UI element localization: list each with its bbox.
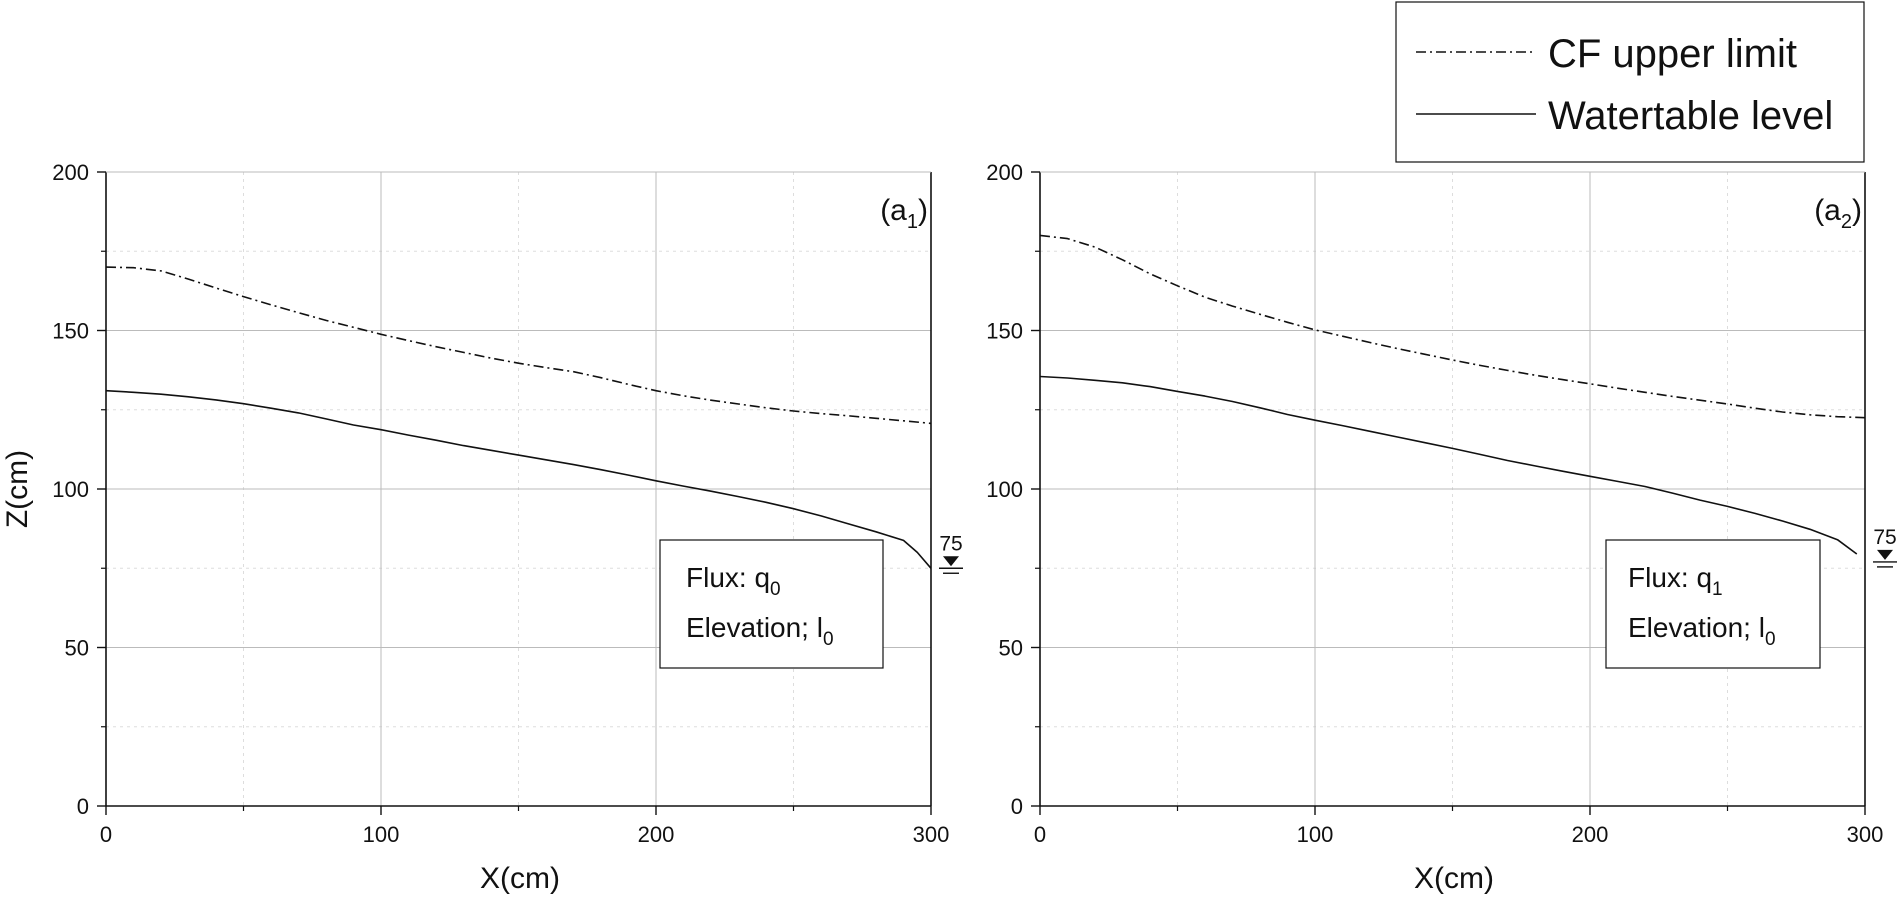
annotation-flux-a1: Flux: q0 bbox=[686, 562, 781, 600]
x-axis-title-a2: X(cm) bbox=[1414, 862, 1494, 895]
legend-label-watertable-level: Watertable level bbox=[1548, 94, 1833, 138]
cf-upper-limit-line-a1 bbox=[105, 266, 932, 425]
grid-a2 bbox=[1040, 172, 1865, 806]
water-level-triangle-icon bbox=[943, 556, 959, 567]
x-tick-label-a1: 200 bbox=[638, 822, 675, 847]
x-tick-label-a1: 100 bbox=[363, 822, 400, 847]
water-level-label-a1: 75 bbox=[939, 532, 962, 555]
y-tick-label-a1: 100 bbox=[52, 477, 89, 502]
x-tick-label-a1: 300 bbox=[913, 822, 950, 847]
y-tick-label-a1: 150 bbox=[52, 319, 89, 344]
water-level-triangle-icon bbox=[1877, 549, 1893, 560]
panel-label-a1: (a1) bbox=[880, 194, 928, 233]
grid-a1 bbox=[106, 172, 931, 806]
series-group-a2 bbox=[1039, 234, 1866, 555]
x-tick-label-a2: 300 bbox=[1847, 822, 1884, 847]
annotation-flux-a2: Flux: q1 bbox=[1628, 562, 1723, 600]
y-tick-label-a2: 150 bbox=[986, 319, 1023, 344]
y-tick-label-a2: 100 bbox=[986, 477, 1023, 502]
water-level-marker-a1: 75 bbox=[939, 532, 963, 574]
legend: CF upper limit Watertable level bbox=[1395, 1, 1865, 163]
watertable-level-line-a1 bbox=[105, 389, 932, 569]
series-group-a1 bbox=[105, 266, 932, 569]
annotation-elevation-a1: Elevation; l0 bbox=[686, 612, 834, 650]
x-tick-label-a1: 0 bbox=[100, 822, 112, 847]
cf-upper-limit-line-a2 bbox=[1039, 234, 1866, 419]
y-axis-title-a1: Z(cm) bbox=[1, 450, 34, 528]
y-tick-label-a2: 0 bbox=[1011, 794, 1023, 819]
axes-a2: 0 100 200 300 0 50 100 150 200 bbox=[986, 160, 1883, 847]
x-tick-label-a2: 200 bbox=[1572, 822, 1609, 847]
water-level-label-a2: 75 bbox=[1873, 526, 1896, 549]
panel-label-a2: (a2) bbox=[1814, 194, 1862, 233]
annotation-elevation-a2: Elevation; l0 bbox=[1628, 612, 1776, 650]
legend-label-cf-upper-limit: CF upper limit bbox=[1548, 32, 1797, 76]
annotation-box-a2: Flux: q1 Elevation; l0 bbox=[1605, 539, 1821, 669]
y-tick-label-a1: 200 bbox=[52, 160, 89, 185]
y-tick-label-a2: 200 bbox=[986, 160, 1023, 185]
y-tick-label-a2: 50 bbox=[999, 636, 1023, 661]
annotation-box-a1: Flux: q0 Elevation; l0 bbox=[659, 539, 884, 669]
axes-a1: 0 100 200 300 0 50 100 150 200 bbox=[52, 160, 949, 847]
x-tick-label-a2: 0 bbox=[1034, 822, 1046, 847]
chart-panel-a2: 0 100 200 300 0 50 100 150 200 (a2) Flux: q1 Ele… bbox=[986, 160, 1897, 895]
water-level-marker-a2: 75 bbox=[1873, 526, 1897, 568]
watertable-level-line-a2 bbox=[1039, 375, 1858, 555]
chart-panel-a1: 0 100 200 300 0 50 100 150 200 (a1) Flux: q0 Ele… bbox=[1, 160, 963, 895]
x-tick-label-a2: 100 bbox=[1297, 822, 1334, 847]
y-tick-label-a1: 50 bbox=[65, 636, 89, 661]
y-tick-label-a1: 0 bbox=[77, 794, 89, 819]
x-axis-title-a1: X(cm) bbox=[480, 862, 560, 895]
